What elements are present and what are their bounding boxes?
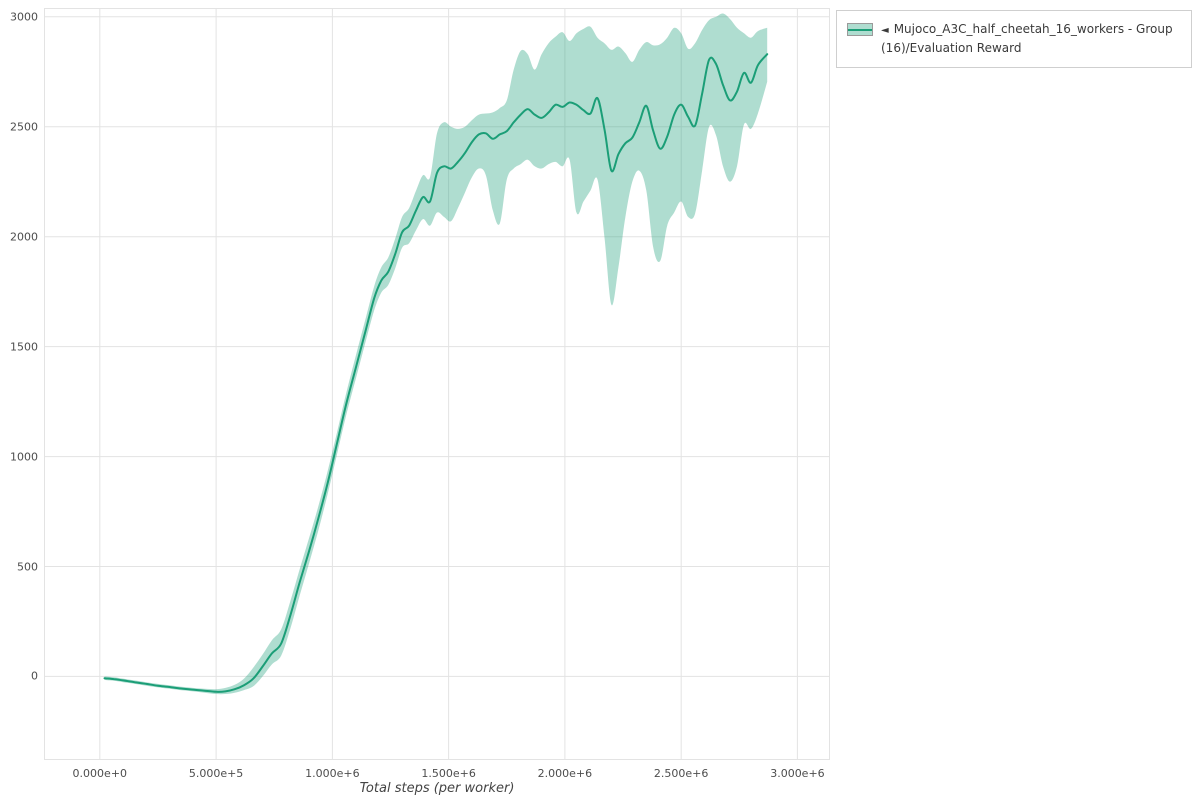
series-line xyxy=(103,53,769,693)
y-tick-label: 3000 xyxy=(10,10,38,24)
x-tick-label: 5.000e+5 xyxy=(188,767,244,780)
legend-entry: ◄ Mujoco_A3C_half_cheetah_16_workers - Gr… xyxy=(881,20,1181,58)
y-tick-label: 500 xyxy=(17,560,38,573)
legend-label: Mujoco_A3C_half_cheetah_16_workers - Gro… xyxy=(881,22,1173,56)
x-axis-title: Total steps (per worker) xyxy=(359,781,515,796)
plot-svg xyxy=(44,8,830,760)
legend-swatch-line-icon xyxy=(848,28,872,31)
legend: ◄ Mujoco_A3C_half_cheetah_16_workers - Gr… xyxy=(836,10,1192,69)
x-tick-label: 1.500e+6 xyxy=(421,767,476,780)
x-tick-label: 2.500e+6 xyxy=(653,767,709,780)
y-tick-label: 2500 xyxy=(10,120,38,134)
plot-panel-border xyxy=(44,8,830,760)
y-tick-label: 1000 xyxy=(10,450,38,464)
x-tick-label: 3.000e+6 xyxy=(770,767,825,780)
legend-marker-icon: ◄ xyxy=(881,25,889,36)
confidence-band xyxy=(104,13,768,695)
x-tick-label: 0.000e+0 xyxy=(72,767,128,780)
y-tick-label: 1500 xyxy=(10,340,38,354)
y-tick-label: 0 xyxy=(31,669,38,683)
legend-swatch xyxy=(847,23,873,36)
y-tick-label: 2000 xyxy=(10,230,38,244)
plot-area xyxy=(44,8,830,760)
x-tick-label: 1.000e+6 xyxy=(305,767,360,780)
x-tick-label: 2.000e+6 xyxy=(537,767,593,780)
